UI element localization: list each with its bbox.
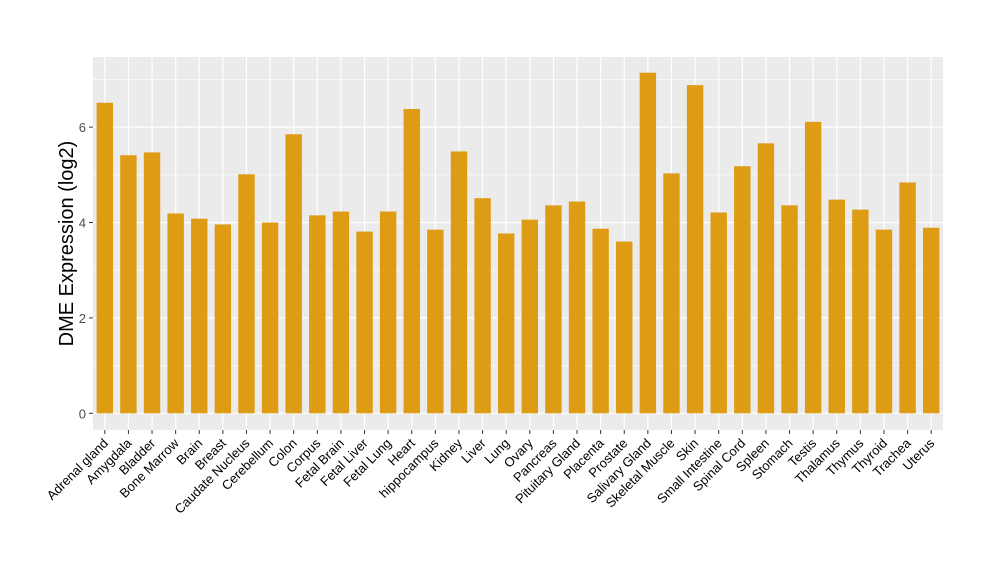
bar bbox=[379, 211, 397, 414]
y-tick-label: 4 bbox=[79, 216, 86, 231]
bar bbox=[757, 143, 775, 414]
bar bbox=[238, 174, 255, 414]
bar bbox=[356, 231, 373, 414]
plot-panel bbox=[93, 57, 943, 430]
bar bbox=[781, 205, 798, 414]
bar bbox=[828, 199, 845, 414]
bar bbox=[875, 229, 893, 414]
bar bbox=[332, 211, 350, 414]
bar bbox=[191, 218, 208, 414]
bar bbox=[804, 121, 822, 414]
bar bbox=[474, 198, 491, 414]
bar bbox=[922, 227, 940, 414]
bar bbox=[899, 182, 916, 414]
bar bbox=[96, 102, 114, 414]
y-tick-label: 6 bbox=[79, 120, 86, 135]
y-tick-label: 2 bbox=[79, 311, 86, 326]
y-axis-label: DME Expression (log2) bbox=[56, 141, 78, 347]
bar bbox=[450, 151, 468, 414]
bar bbox=[309, 215, 326, 414]
bar bbox=[710, 212, 727, 414]
x-tick-label: Liver bbox=[458, 435, 489, 466]
bar bbox=[214, 224, 232, 414]
bar bbox=[285, 134, 302, 414]
bar bbox=[521, 219, 539, 414]
bar bbox=[427, 229, 444, 414]
y-tick-label: 0 bbox=[79, 406, 86, 421]
bar bbox=[639, 72, 657, 414]
bar bbox=[568, 201, 586, 414]
bar bbox=[734, 166, 751, 414]
bar bbox=[663, 173, 680, 414]
bar bbox=[545, 205, 562, 414]
bar bbox=[403, 108, 420, 414]
bar bbox=[261, 222, 279, 414]
bar bbox=[120, 155, 137, 414]
bar bbox=[852, 209, 869, 414]
bar bbox=[616, 241, 633, 414]
bar bbox=[497, 233, 515, 414]
bar bbox=[592, 228, 609, 414]
bar bbox=[167, 213, 184, 414]
bar bbox=[143, 152, 161, 414]
bar bbox=[686, 85, 704, 414]
